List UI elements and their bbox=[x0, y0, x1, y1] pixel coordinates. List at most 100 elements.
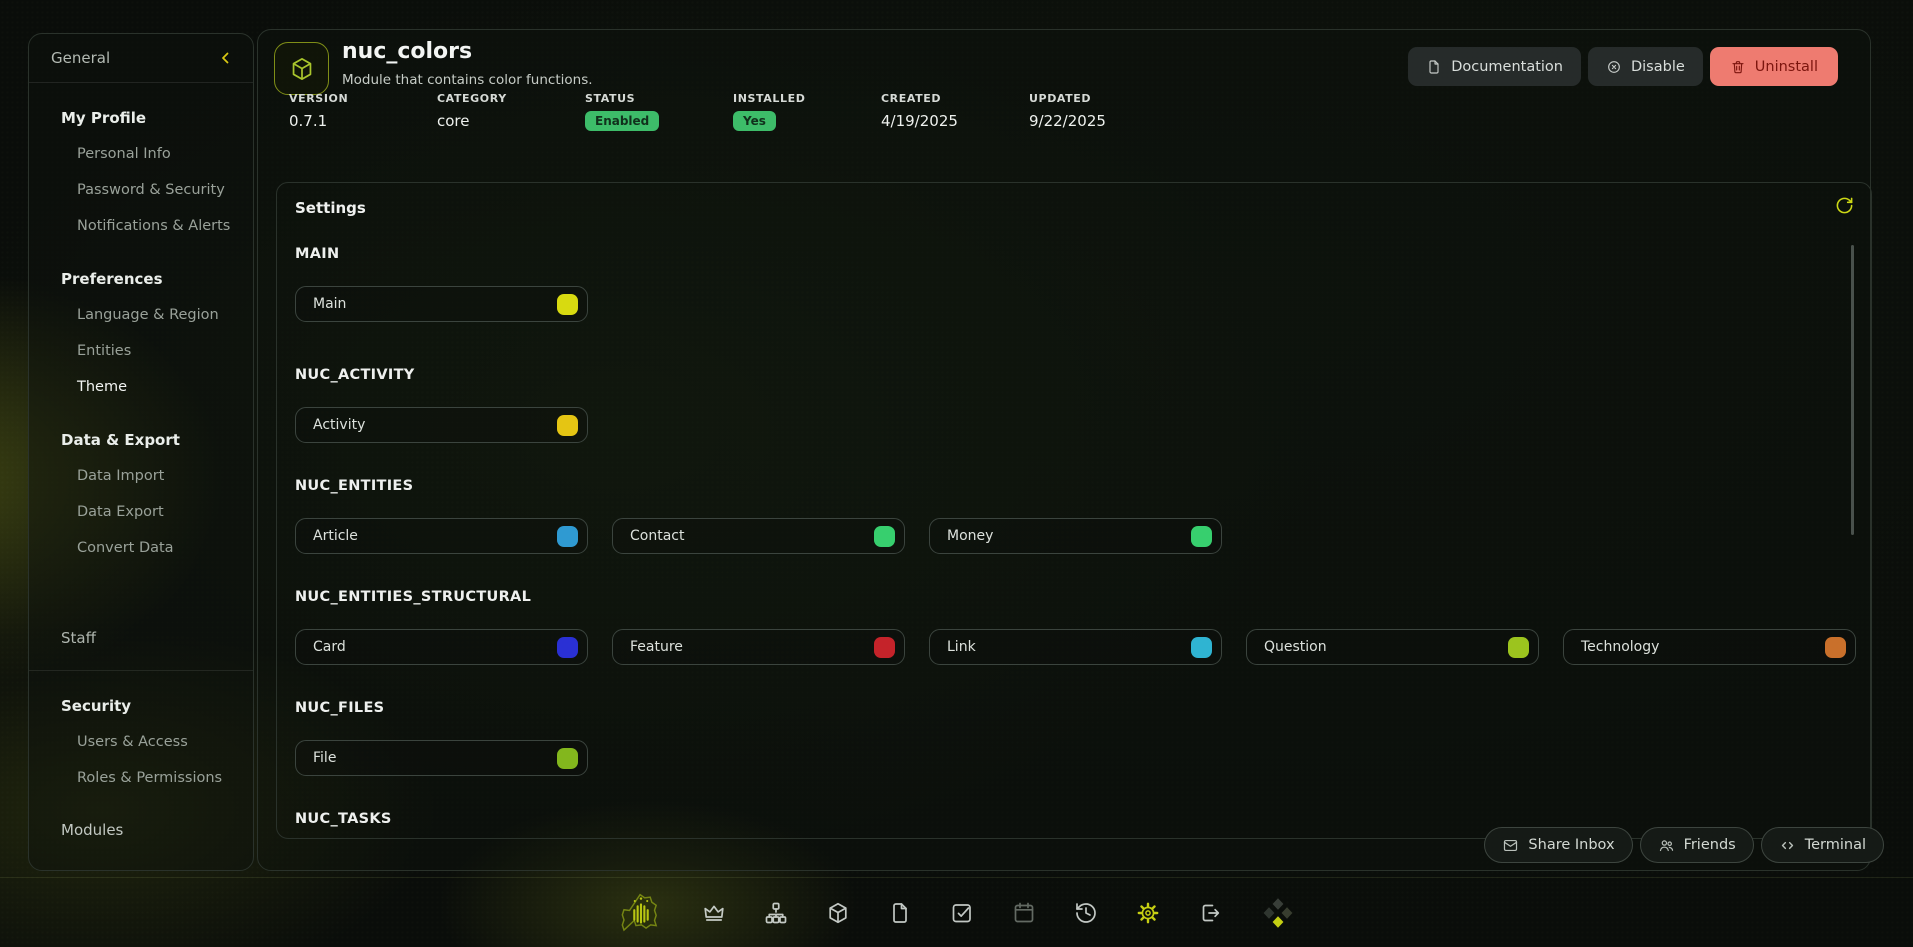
dock-icon-check-square-icon[interactable] bbox=[950, 901, 974, 925]
sidebar-item-convert-data[interactable]: Convert Data bbox=[77, 540, 174, 556]
dock-icon-diamonds-icon[interactable] bbox=[1260, 895, 1296, 931]
setting-tile-article[interactable]: Article bbox=[295, 518, 588, 554]
sidebar-divider bbox=[29, 82, 253, 83]
sidebar-item-staff[interactable]: Staff bbox=[61, 629, 96, 647]
sidebar-item-personal-info[interactable]: Personal Info bbox=[77, 146, 171, 162]
color-swatch-technology bbox=[1825, 636, 1846, 658]
dock-icon-logo-icon[interactable] bbox=[618, 890, 664, 936]
trash-icon bbox=[1730, 59, 1746, 75]
sidebar-item-users-access[interactable]: Users & Access bbox=[77, 734, 188, 750]
dock bbox=[0, 878, 1913, 947]
sidebar-nav: My Profile Personal Info Password & Securi… bbox=[29, 109, 253, 840]
setting-label-card: Card bbox=[313, 639, 346, 655]
settings-group-nuc-tasks: NUC_TASKS bbox=[295, 811, 1871, 828]
header-buttons: Documentation Disable Uninstall bbox=[1408, 47, 1838, 86]
refresh-icon[interactable] bbox=[1835, 196, 1854, 215]
sidebar-header: General bbox=[29, 34, 253, 82]
setting-tile-technology[interactable]: Technology bbox=[1563, 629, 1856, 665]
module-description: Module that contains color functions. bbox=[342, 72, 593, 88]
settings-group-title-nuc-tasks: NUC_TASKS bbox=[295, 811, 392, 827]
color-swatch-question bbox=[1508, 636, 1529, 658]
sidebar-item-modules[interactable]: Modules bbox=[61, 821, 124, 839]
meta-updated: UPDATED 9/22/2025 bbox=[1029, 92, 1177, 131]
chevron-left-icon[interactable] bbox=[217, 49, 235, 67]
meta-label-category: CATEGORY bbox=[437, 92, 507, 105]
setting-tile-link[interactable]: Link bbox=[929, 629, 1222, 665]
setting-tile-main[interactable]: Main bbox=[295, 286, 588, 322]
setting-tile-activity[interactable]: Activity bbox=[295, 407, 588, 443]
dock-icon-gear-icon[interactable] bbox=[1136, 901, 1160, 925]
settings-tile-row-nuc-files: File bbox=[295, 740, 1871, 776]
terminal-button[interactable]: Terminal bbox=[1760, 827, 1884, 863]
setting-tile-feature[interactable]: Feature bbox=[612, 629, 905, 665]
settings-scrollbar[interactable] bbox=[1851, 245, 1854, 535]
sidebar-item-notifications-alerts[interactable]: Notifications & Alerts bbox=[77, 218, 231, 234]
uninstall-button[interactable]: Uninstall bbox=[1709, 47, 1838, 86]
dock-icon-calendar-icon[interactable] bbox=[1012, 901, 1036, 925]
settings-tile-row-nuc-entities: Article Contact Money bbox=[295, 518, 1871, 554]
share-inbox-button[interactable]: Share Inbox bbox=[1484, 827, 1633, 863]
friends-button-label: Friends bbox=[1683, 837, 1736, 853]
setting-label-question: Question bbox=[1264, 639, 1327, 655]
disable-button[interactable]: Disable bbox=[1587, 47, 1703, 86]
meta-installed: INSTALLED Yes bbox=[733, 92, 881, 131]
setting-tile-card[interactable]: Card bbox=[295, 629, 588, 665]
document-icon bbox=[1426, 59, 1442, 75]
meta-created: CREATED 4/19/2025 bbox=[881, 92, 1029, 131]
color-swatch-file bbox=[557, 747, 578, 769]
meta-category: CATEGORY core bbox=[437, 92, 585, 131]
friends-icon bbox=[1658, 837, 1675, 854]
sidebar-group-security: Security Users & Access Roles & Permission… bbox=[49, 697, 233, 788]
status-badge-yes: Yes bbox=[733, 111, 776, 131]
sidebar-group-preferences: Preferences Language & Region Entities Them… bbox=[49, 270, 233, 397]
sidebar-group-data-export: Data & Export Data Import Data Export Conve… bbox=[49, 431, 233, 558]
settings-group-nuc-activity: NUC_ACTIVITY Activity bbox=[295, 367, 1871, 443]
documentation-button[interactable]: Documentation bbox=[1408, 47, 1581, 86]
settings-group-title-nuc-entities: NUC_ENTITIES bbox=[295, 478, 414, 494]
friends-button[interactable]: Friends bbox=[1639, 827, 1754, 863]
dock-icon-logout-icon[interactable] bbox=[1198, 901, 1222, 925]
setting-label-file: File bbox=[313, 750, 337, 766]
sidebar-item-entities[interactable]: Entities bbox=[77, 343, 132, 359]
circle-x-icon bbox=[1606, 59, 1622, 75]
color-swatch-money bbox=[1191, 525, 1212, 547]
dock-icon-package-icon[interactable] bbox=[826, 901, 850, 925]
sidebar-item-theme[interactable]: Theme bbox=[77, 379, 128, 395]
dock-icon-history-icon[interactable] bbox=[1074, 901, 1098, 925]
dock-icon-file-icon[interactable] bbox=[888, 901, 912, 925]
settings-panel: Settings MAIN Main NUC_ACTIVITY Activity NUC… bbox=[276, 182, 1872, 839]
meta-version: VERSION 0.7.1 bbox=[289, 92, 437, 131]
setting-label-feature: Feature bbox=[630, 639, 683, 655]
color-swatch-activity bbox=[557, 414, 578, 436]
settings-groups: MAIN Main NUC_ACTIVITY Activity NUC_ENTITIES… bbox=[295, 246, 1871, 828]
setting-tile-file[interactable]: File bbox=[295, 740, 588, 776]
setting-tile-question[interactable]: Question bbox=[1246, 629, 1539, 665]
setting-tile-money[interactable]: Money bbox=[929, 518, 1222, 554]
sidebar-divider-2 bbox=[29, 670, 253, 671]
dock-icon-crown-icon[interactable] bbox=[702, 901, 726, 925]
sidebar-nav-upper: My Profile Personal Info Password & Securi… bbox=[49, 109, 233, 558]
sidebar-group-title-security: Security bbox=[61, 697, 132, 715]
meta-label-status: STATUS bbox=[585, 92, 636, 105]
settings-group-title-nuc-entities-structural: NUC_ENTITIES_STRUCTURAL bbox=[295, 589, 532, 605]
settings-tile-row-nuc-entities-structural: Card Feature Link Question Technology bbox=[295, 629, 1871, 665]
dock-icon-sitemap-icon[interactable] bbox=[764, 901, 788, 925]
sidebar-item-language-region[interactable]: Language & Region bbox=[77, 307, 219, 323]
sidebar-group-title-preferences: Preferences bbox=[61, 270, 163, 288]
meta-label-created: CREATED bbox=[881, 92, 942, 105]
dock-divider bbox=[0, 877, 1913, 878]
setting-label-link: Link bbox=[947, 639, 976, 655]
sidebar-item-password-security[interactable]: Password & Security bbox=[77, 182, 225, 198]
settings-tile-row-nuc-activity: Activity bbox=[295, 407, 1871, 443]
setting-tile-contact[interactable]: Contact bbox=[612, 518, 905, 554]
settings-group-title-nuc-activity: NUC_ACTIVITY bbox=[295, 367, 415, 383]
color-swatch-link bbox=[1191, 636, 1212, 658]
meta-value-updated: 9/22/2025 bbox=[1029, 112, 1106, 130]
module-meta-row: VERSION 0.7.1 CATEGORY core STATUS Enabled INS… bbox=[289, 92, 1177, 131]
sidebar-item-data-export[interactable]: Data Export bbox=[77, 504, 164, 520]
sidebar-item-data-import[interactable]: Data Import bbox=[77, 468, 165, 484]
meta-label-version: VERSION bbox=[289, 92, 349, 105]
meta-label-updated: UPDATED bbox=[1029, 92, 1092, 105]
sidebar-item-roles-permissions[interactable]: Roles & Permissions bbox=[77, 770, 223, 786]
setting-label-article: Article bbox=[313, 528, 358, 544]
